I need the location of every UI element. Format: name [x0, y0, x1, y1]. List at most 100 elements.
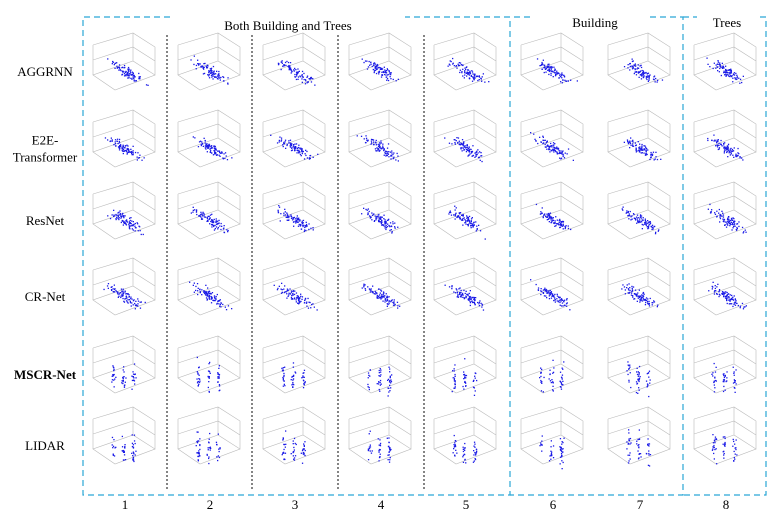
point: [293, 147, 295, 149]
point: [627, 141, 629, 143]
point: [473, 298, 475, 301]
point: [721, 62, 723, 64]
point: [466, 144, 468, 146]
point: [132, 225, 134, 227]
point: [639, 221, 641, 223]
point: [637, 67, 639, 69]
point: [726, 294, 728, 297]
point: [303, 224, 305, 226]
point: [205, 292, 207, 294]
point: [464, 442, 466, 445]
point: [284, 452, 287, 454]
point: [646, 385, 649, 387]
point: [386, 219, 389, 221]
point: [553, 147, 556, 149]
point: [635, 65, 637, 67]
point: [636, 367, 638, 369]
point: [218, 74, 220, 76]
point: [113, 379, 115, 381]
point: [378, 150, 380, 152]
point: [303, 443, 305, 445]
point: [479, 159, 481, 161]
point: [548, 216, 551, 219]
point: [630, 292, 633, 294]
point: [710, 212, 712, 214]
point: [718, 147, 721, 149]
point: [628, 460, 630, 462]
point: [469, 221, 471, 223]
point: [393, 156, 395, 158]
point: [288, 66, 290, 68]
point: [297, 302, 299, 304]
point: [643, 152, 645, 154]
point: [647, 226, 649, 228]
point: [467, 298, 469, 300]
point: [732, 154, 734, 156]
point: [128, 74, 130, 76]
point: [218, 154, 220, 156]
point: [202, 66, 204, 68]
point: [227, 83, 229, 85]
point: [467, 149, 470, 152]
point: [118, 147, 120, 149]
point: [572, 159, 574, 161]
point: [106, 285, 109, 287]
point: [563, 157, 566, 159]
point: [476, 379, 478, 382]
point: [454, 381, 456, 383]
point: [210, 150, 212, 152]
point: [461, 292, 464, 295]
point: [278, 141, 280, 143]
point: [196, 431, 198, 433]
point: [211, 226, 213, 228]
point: [464, 67, 466, 69]
point: [542, 216, 544, 219]
group-label: Both Building and Trees: [224, 18, 352, 33]
point: [297, 225, 300, 227]
point: [478, 305, 481, 307]
point: [203, 214, 205, 216]
point: [133, 373, 136, 376]
point: [454, 455, 456, 457]
point: [231, 157, 233, 159]
point: [736, 229, 738, 231]
point: [281, 289, 283, 291]
point: [285, 147, 287, 149]
point: [465, 151, 468, 153]
point: [292, 217, 294, 219]
point: [378, 144, 380, 147]
point: [546, 140, 548, 142]
point: [639, 301, 641, 303]
point: [559, 456, 562, 458]
point: [125, 71, 127, 73]
point: [716, 463, 718, 465]
point: [134, 383, 136, 385]
point: [370, 216, 372, 219]
point: [130, 73, 132, 76]
point: [206, 295, 208, 297]
point: [211, 220, 213, 222]
point: [301, 296, 304, 298]
point: [210, 297, 213, 299]
point: [384, 295, 386, 297]
point: [475, 221, 477, 223]
point: [559, 218, 561, 221]
point: [297, 72, 299, 74]
point: [728, 296, 730, 298]
point: [124, 223, 127, 225]
point: [631, 290, 633, 293]
point: [475, 75, 478, 78]
point: [643, 145, 645, 147]
point: [139, 307, 142, 309]
point: [198, 374, 200, 376]
point: [627, 462, 630, 464]
point: [646, 383, 649, 385]
point: [707, 137, 709, 140]
row-label: CR-Net: [25, 289, 66, 304]
point: [626, 287, 628, 289]
point: [718, 71, 720, 73]
point: [718, 290, 721, 292]
point: [120, 221, 122, 224]
point: [208, 215, 210, 217]
point: [220, 302, 222, 304]
